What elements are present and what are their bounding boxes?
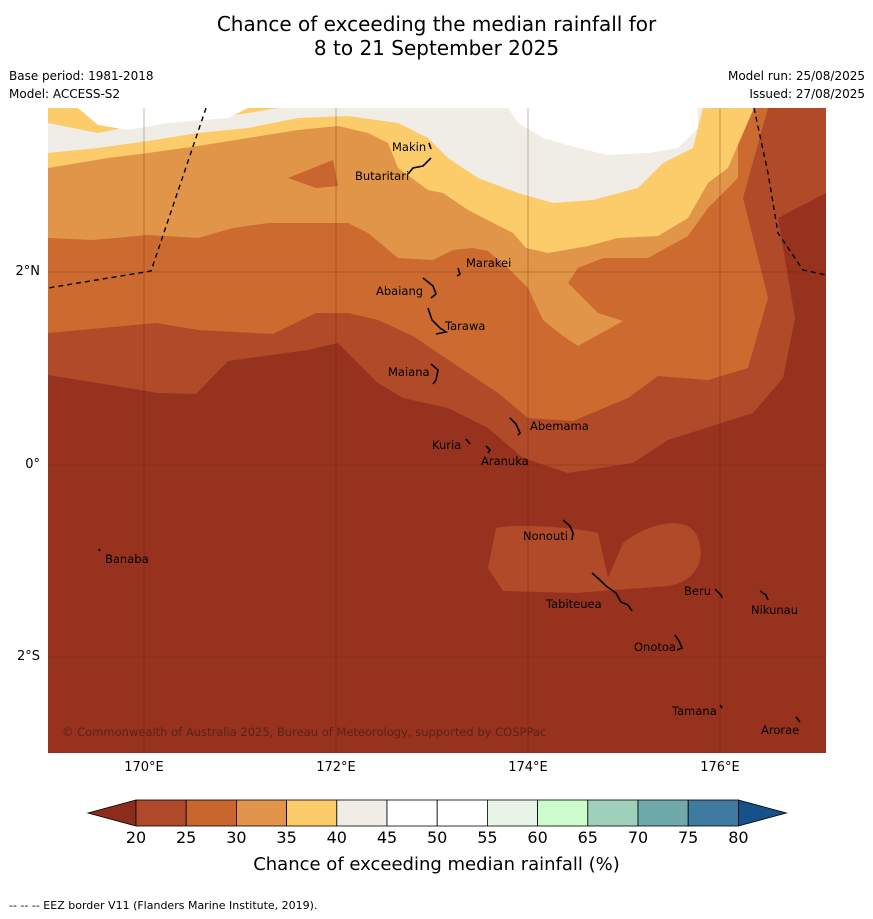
label-tarawa: Tarawa [444,319,485,333]
eez-border [48,108,826,289]
colorbar-segment [135,799,187,827]
eez-footnote: -- -- -- EEZ border V11 (Flanders Marine… [9,899,318,912]
colorbar-tick-label: 50 [427,828,448,847]
colorbar-segment [185,799,237,827]
model-run: Model run: 25/08/2025 [727,69,865,83]
colorbar-tick-label: 45 [376,828,398,847]
label-tamana: Tamana [671,704,717,718]
colorbar-tick-label: 55 [477,828,498,847]
colorbar-label: Chance of exceeding median rainfall (%) [253,854,620,875]
colorbar-segment [537,799,589,827]
model-name: Model: ACCESS-S2 [9,87,121,101]
colorbar-tick-label: 35 [276,828,297,847]
zone-50-55 [78,108,698,155]
label-nonouti: Nonouti [523,529,568,543]
label-aranuka: Aranuka [481,454,529,468]
label-maiana: Maiana [388,365,430,379]
islands [98,142,801,723]
colorbar-segment [637,799,689,827]
base-period: Base period: 1981-2018 [9,69,154,83]
lat-label-2s: 2°S [16,649,40,664]
rainfall-map: Makin Butaritari Marakei Abaiang Tarawa … [48,108,826,753]
label-tabiteuea: Tabiteuea [545,597,602,611]
issued-date: Issued: 27/08/2025 [749,87,865,101]
place-labels: Makin Butaritari Marakei Abaiang Tarawa … [105,140,799,737]
metadata-right: Model run: 25/08/2025 Issued: 27/08/2025 [728,67,865,103]
label-onotoa: Onotoa [634,640,676,654]
lon-label-174e: 174°E [508,760,548,775]
label-marakei: Marakei [466,256,511,270]
lon-label-170e: 170°E [124,760,164,775]
label-butaritari: Butaritari [355,169,409,183]
colorbar-segment [235,799,287,827]
colorbar-tick-label: 40 [326,828,347,847]
colorbar-arrow-low [86,799,137,827]
label-nikunau: Nikunau [751,603,798,617]
label-beru: Beru [684,584,711,598]
colorbar-arrow-high [738,799,788,827]
colorbar-segment [286,799,338,827]
map-title: Chance of exceeding the median rainfall … [0,12,873,60]
colorbar-tick-label: 75 [678,828,699,847]
colorbar-tick-label: 25 [176,828,197,847]
lon-label-176e: 176°E [700,760,740,775]
label-abaiang: Abaiang [376,284,423,298]
title-line-1: Chance of exceeding the median rainfall … [216,12,657,36]
label-abemama: Abemama [530,419,589,433]
title-line-2: 8 to 21 September 2025 [313,36,560,60]
colorbar-segment [486,799,538,827]
colorbar-tick-label: 80 [728,828,749,847]
label-makin: Makin [392,140,426,154]
colorbar-segment [687,799,739,827]
graticule [48,108,826,753]
zone-35-40-inner [288,160,338,188]
colorbar [86,799,788,827]
colorbar-segment [587,799,639,827]
lon-label-172e: 172°E [316,760,356,775]
zone-25-30-south-patch [488,523,701,593]
label-banaba: Banaba [105,552,149,566]
metadata-left: Base period: 1981-2018 Model: ACCESS-S2 [9,67,154,103]
colorbar-tick-label: 70 [627,828,649,847]
colorbar-tick-label: 60 [527,828,548,847]
colorbar-segment [336,799,388,827]
lat-label-2n: 2°N [15,264,41,279]
colorbar-tick-label: 30 [226,828,247,847]
lat-label-0: 0° [25,457,40,472]
colorbar-segment [386,799,438,827]
colorbar-tick-label: 20 [125,828,147,847]
label-arorae: Arorae [761,723,799,737]
colorbar-segment [436,799,488,827]
copyright-notice: © Commonwealth of Australia 2025, Bureau… [62,725,546,739]
label-kuria: Kuria [432,438,461,452]
colorbar-tick-label: 65 [577,828,598,847]
